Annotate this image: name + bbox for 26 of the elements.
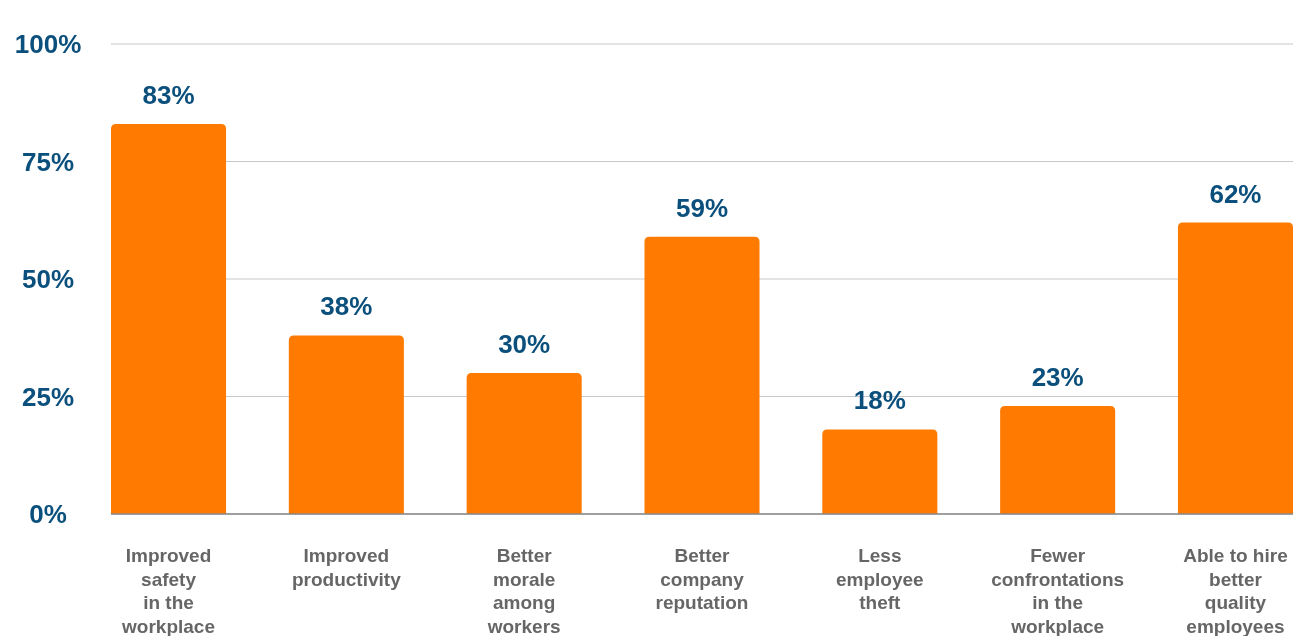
y-tick-label: 100%	[14, 29, 82, 60]
x-tick-label: Better company reputation	[655, 545, 749, 613]
x-tick-label: Better morale among workers	[486, 545, 561, 636]
x-tick-label: Able to hire better quality employees	[1183, 545, 1288, 636]
y-tick-label: 25%	[21, 381, 75, 412]
bar	[822, 429, 938, 514]
data-label: 23%	[1031, 361, 1084, 392]
data-label: 59%	[675, 192, 729, 223]
x-tick-label: Improved safety in the workplace	[121, 545, 215, 636]
x-tick-label: Fewer confrontations in the workplace	[991, 545, 1125, 636]
bar	[1177, 222, 1293, 514]
data-label: 62%	[1209, 178, 1262, 209]
x-tick-label: Improved productivity	[291, 545, 402, 590]
bar	[644, 236, 760, 514]
bar	[111, 123, 227, 514]
data-label: 30%	[498, 329, 551, 359]
y-tick-label: 50%	[21, 264, 75, 295]
data-label: 18%	[853, 385, 906, 416]
x-tick-label: Less employee theft	[836, 545, 924, 613]
y-tick-label: 0%	[29, 499, 67, 530]
data-label: 83%	[142, 79, 195, 110]
bar	[288, 335, 404, 514]
bar	[466, 373, 582, 514]
y-tick-label: 75%	[21, 146, 75, 177]
data-label: 38%	[320, 291, 373, 322]
bar	[1000, 405, 1116, 514]
